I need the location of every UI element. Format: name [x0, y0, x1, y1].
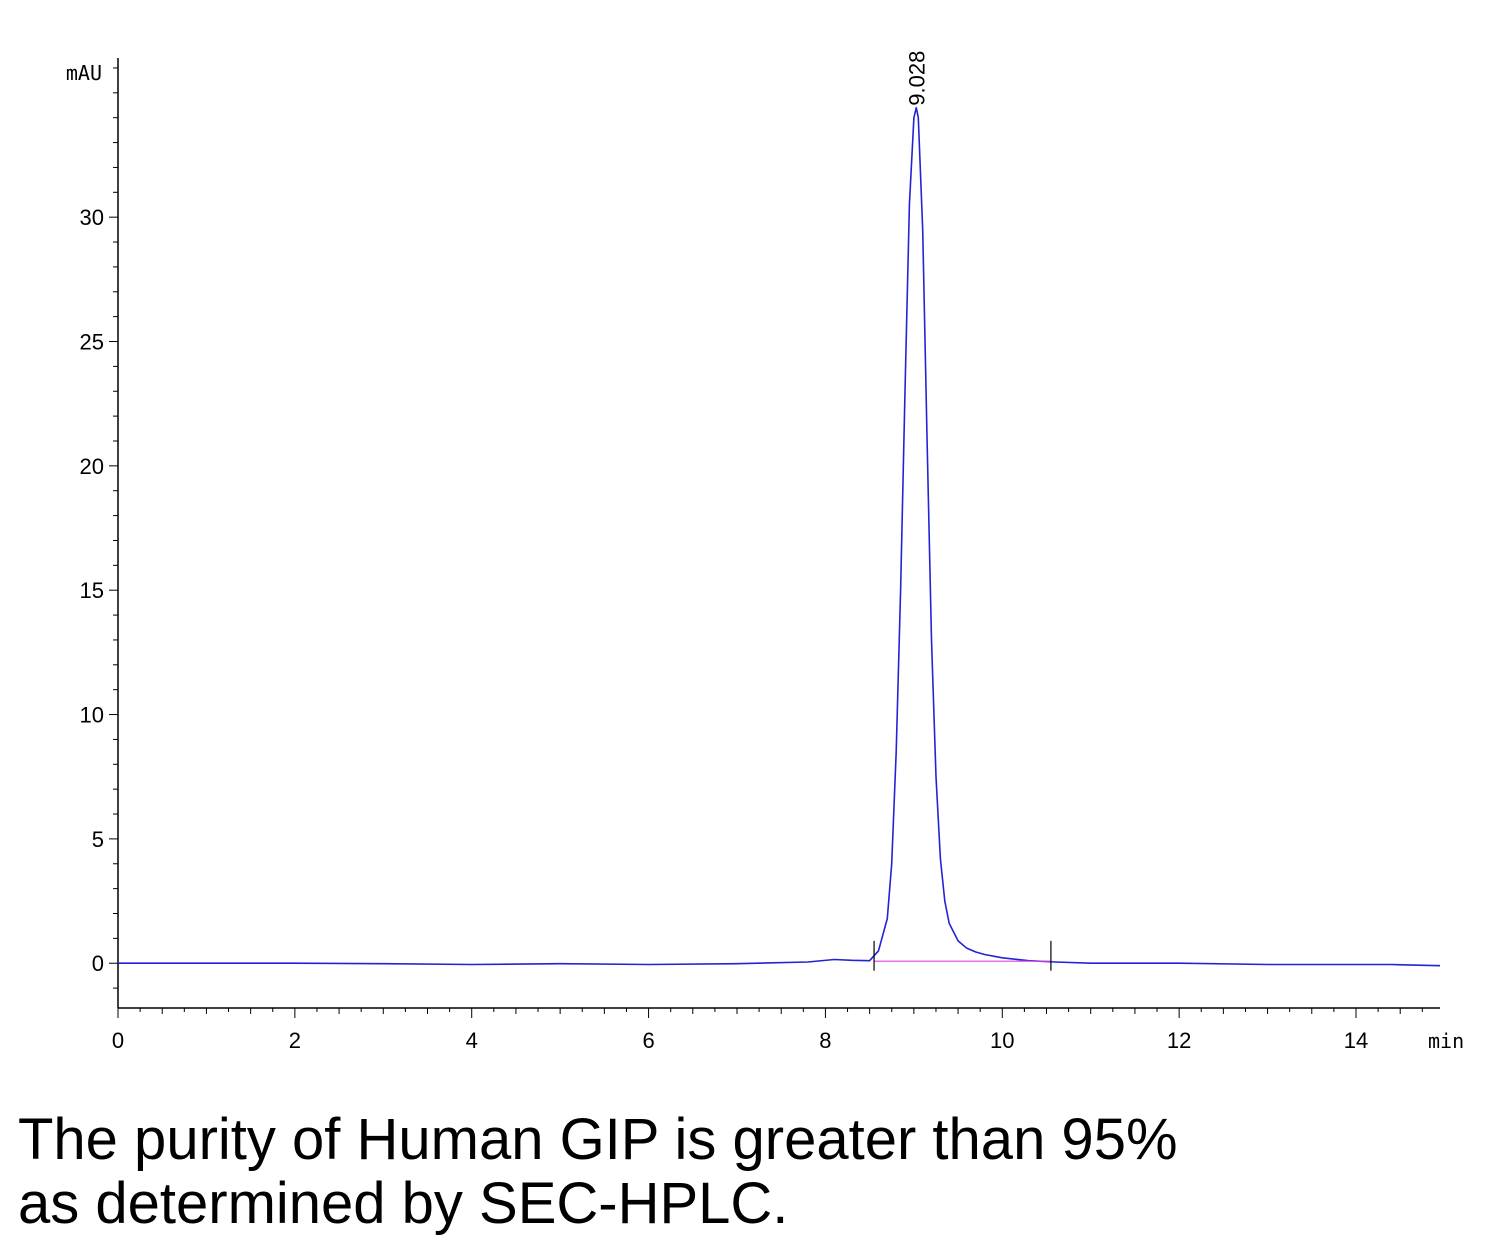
y-tick-label: 30: [80, 205, 104, 230]
y-tick-label: 10: [80, 703, 104, 728]
x-tick-label: 12: [1167, 1028, 1191, 1053]
x-tick-label: 4: [466, 1028, 478, 1053]
y-axis-label: mAU: [66, 61, 102, 85]
caption: The purity of Human GIP is greater than …: [18, 1108, 1478, 1236]
caption-line-1: The purity of Human GIP is greater than …: [18, 1107, 1178, 1172]
y-tick-label: 25: [80, 330, 104, 355]
y-axis: 0 5 10 15 20 25 30: [80, 58, 119, 1008]
x-axis: 0 2 4 6 8 10 12 14: [112, 1007, 1440, 1053]
x-tick-label: 0: [112, 1028, 124, 1053]
x-axis-label: min: [1428, 1029, 1464, 1053]
x-tick-label: 6: [642, 1028, 654, 1053]
caption-line-2: as determined by SEC-HPLC.: [18, 1171, 789, 1236]
y-tick-label: 5: [92, 827, 104, 852]
y-tick-label: 15: [80, 578, 104, 603]
chromatogram-trace: [118, 106, 1441, 967]
y-tick-label: 20: [80, 454, 104, 479]
annotation-layer: 9.028: [904, 51, 929, 106]
x-tick-label: 8: [819, 1028, 831, 1053]
x-tick-label: 14: [1344, 1028, 1368, 1053]
x-tick-label: 10: [990, 1028, 1014, 1053]
peak-label: 9.028: [904, 51, 929, 106]
chromatogram-chart: 0 5 10 15 20 25 30 0 2 4 6 8 10 12 14 mAU min 9.028: [66, 51, 1464, 1053]
series-layer: [118, 106, 1441, 971]
y-tick-label: 0: [92, 951, 104, 976]
x-tick-label: 2: [289, 1028, 301, 1053]
